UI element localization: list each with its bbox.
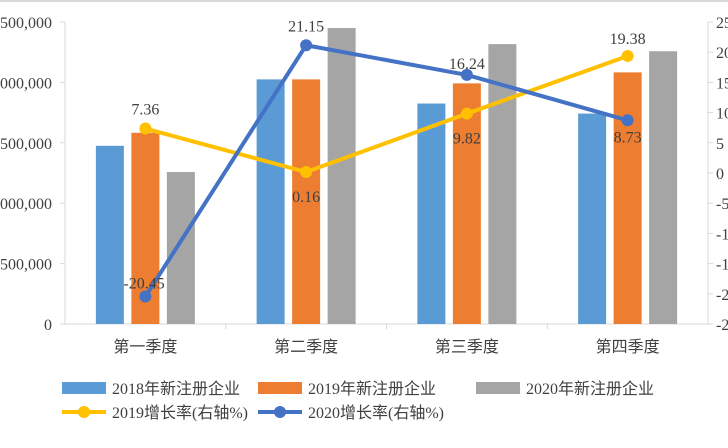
bar-2020-q4 [649, 51, 678, 324]
legend-label: 2018年新注册企业 [112, 380, 240, 398]
line-point [139, 122, 152, 135]
data-label: 16.24 [449, 56, 485, 73]
line-point [621, 114, 634, 127]
line-point [460, 68, 473, 81]
data-label: 0.16 [292, 189, 320, 206]
legend-label: 2020增长率(右轴%) [308, 404, 444, 422]
right-tick-label: 5 [716, 136, 724, 153]
left-tick-label: 2,000,000 [0, 75, 52, 92]
right-tick-label: -20 [716, 287, 728, 304]
top-border [0, 0, 728, 2]
data-label: 8.73 [614, 129, 642, 146]
line-point [460, 107, 473, 120]
legend-label: 2019增长率(右轴%) [112, 404, 248, 422]
line-point [621, 49, 634, 62]
line-series-2020 [143, 43, 629, 298]
bar-2018-q4 [578, 113, 607, 324]
legend-swatch [476, 382, 520, 394]
bar-2020-q3 [488, 44, 517, 325]
category-label: 第四季度 [596, 338, 660, 356]
right-tick-label: 20 [716, 45, 728, 62]
legend-marker [274, 406, 286, 418]
right-tick-label: -25 [716, 317, 728, 334]
bar-2019-q4 [613, 72, 642, 324]
legend-swatch [62, 382, 106, 394]
right-tick-label: -15 [716, 257, 728, 274]
bar-2019-q3 [452, 83, 481, 325]
category-label: 第三季度 [435, 338, 499, 356]
data-label: 21.15 [288, 18, 324, 35]
legend-label: 2019年新注册企业 [308, 380, 436, 398]
bar-2018-q2 [256, 79, 285, 324]
left-tick-label: 1,000,000 [0, 196, 52, 213]
bar-2019-q2 [292, 79, 321, 324]
right-tick-label: 25 [716, 15, 728, 32]
line-series-2019 [144, 54, 629, 175]
line-point [300, 166, 313, 179]
right-tick-label: -5 [716, 196, 728, 213]
line-point [300, 39, 313, 52]
data-label: 7.36 [131, 102, 159, 119]
right-tick-label: 15 [716, 75, 728, 92]
right-tick-label: 10 [716, 106, 728, 123]
category-label: 第二季度 [274, 338, 338, 356]
bar-2018-q3 [417, 103, 446, 324]
left-tick-label: 2,500,000 [0, 15, 52, 32]
right-tick-label: -10 [716, 226, 728, 243]
left-tick-label: 0 [44, 317, 52, 334]
data-label: 19.38 [610, 31, 646, 48]
bar-2020-q2 [327, 28, 356, 324]
left-tick-label: 500,000 [0, 257, 52, 274]
data-label: 9.82 [453, 131, 481, 148]
line-point [139, 290, 152, 303]
left-tick-label: 1,500,000 [0, 136, 52, 153]
legend-marker [78, 406, 90, 418]
bar-2018-q1 [95, 145, 124, 324]
legend-label: 2020年新注册企业 [526, 380, 654, 398]
right-tick-label: 0 [716, 166, 724, 183]
data-label: -20.45 [123, 276, 164, 293]
bar-2020-q1 [166, 172, 195, 324]
category-label: 第一季度 [113, 338, 177, 356]
legend-swatch [258, 382, 302, 394]
